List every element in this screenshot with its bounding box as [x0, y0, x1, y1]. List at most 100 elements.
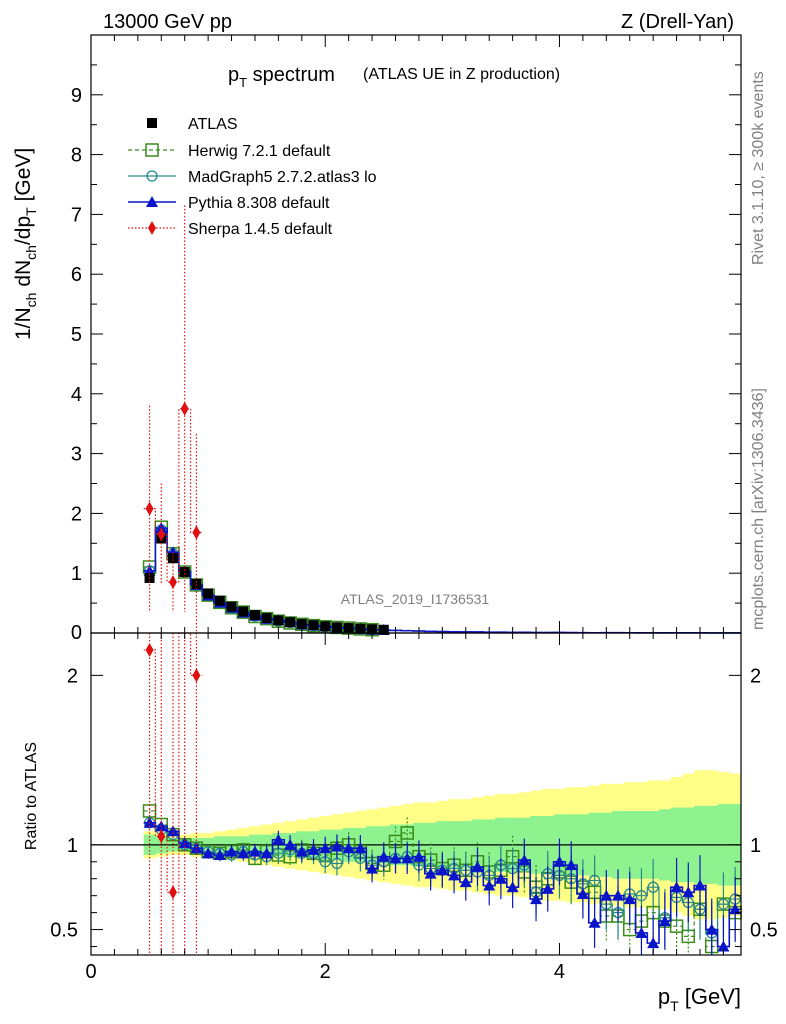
- ylabel-part-0: 1/N: [12, 307, 35, 340]
- main-atlas-point: [179, 567, 190, 578]
- main-ylabel: 1/Nch dNch/dpT [GeV]: [12, 148, 39, 340]
- ratio-pythia-point: [506, 881, 519, 893]
- ratio-pythia-point: [178, 837, 191, 849]
- ratio-pythia-point: [319, 842, 332, 854]
- ratio-pythia-point: [494, 872, 507, 884]
- ratio-pythia-point: [307, 843, 320, 855]
- ratio-pythia-point: [553, 855, 566, 867]
- legend-sherpa-label: Sherpa 1.4.5 default: [188, 221, 333, 238]
- ratio-sherpa-point: [157, 829, 166, 844]
- plot-subtitle: (ATLAS UE in Z production): [363, 66, 560, 83]
- legend-sherpa-marker: [148, 221, 156, 235]
- ratio-pythia-point: [284, 838, 297, 850]
- legend-madgraph-marker: [146, 170, 158, 182]
- main-atlas-point: [378, 624, 389, 635]
- header-right: Z (Drell-Yan): [621, 11, 734, 33]
- ratio-pythia-point: [424, 867, 437, 879]
- ratio-pythia-point: [260, 847, 273, 859]
- ratio-xtick-label: 2: [320, 961, 331, 983]
- ratio-pythia-point: [377, 850, 390, 862]
- ratio-xtick-label: 0: [85, 961, 96, 983]
- ratio-pythia-point: [694, 879, 707, 891]
- ratio-pythia-point: [612, 889, 625, 901]
- main-ytick-label: 4: [71, 384, 82, 406]
- main-pythia-line: [143, 527, 741, 634]
- ratio-madgraph-point: [588, 874, 601, 887]
- main-sherpa-point: [145, 501, 154, 516]
- rivet-version-text: Rivet 3.1.10, ≥ 300k events: [750, 71, 767, 265]
- ratio-madgraph-point: [635, 890, 648, 902]
- main-data-layer: [142, 205, 741, 637]
- ratio-pythia-point: [213, 849, 226, 861]
- ylabel-part-6: [GeV]: [12, 148, 35, 208]
- x-axis-label: pT [GeV]: [658, 984, 741, 1014]
- main-atlas-point: [331, 622, 342, 633]
- main-sherpa-point: [192, 525, 201, 540]
- main-atlas-point: [167, 553, 178, 564]
- ylabel-part-3: ch: [23, 245, 39, 260]
- ratio-pythia-point: [670, 881, 683, 893]
- ratio-pythia-point: [576, 887, 589, 899]
- analysis-watermark: ATLAS_2019_I1736531: [341, 591, 490, 607]
- ratio-ticks: 0.5 0.5 1 1 2 2 0 2 4: [50, 633, 778, 983]
- ratio-pythia-point: [342, 842, 355, 854]
- ratio-pythia-point: [436, 864, 449, 876]
- ratio-pythia-point: [354, 842, 367, 854]
- ratio-ytick-label-left: 2: [67, 665, 78, 687]
- legend-pythia-label: Pythia 8.308 default: [188, 195, 330, 212]
- ratio-pythia-point: [471, 860, 484, 872]
- ratio-pythia-point: [448, 869, 461, 881]
- ratio-sherpa-point: [145, 642, 154, 657]
- ratio-pythia-point: [401, 852, 414, 864]
- main-ytick-label: 0: [71, 622, 82, 644]
- ratio-pythia-point: [272, 833, 285, 845]
- ratio-ytick-label-right: 2: [750, 665, 761, 687]
- ratio-pythia-point: [518, 854, 531, 866]
- main-atlas-point: [238, 606, 249, 617]
- ratio-pythia-point: [237, 847, 250, 859]
- main-atlas-point: [285, 617, 296, 628]
- legend-herwig-marker: [145, 143, 159, 157]
- main-ytick-label: 9: [71, 85, 82, 107]
- xlabel-p: p: [658, 984, 670, 1009]
- main-ticks: 1 2 3 4 5 6 7 8 9 0: [71, 35, 741, 644]
- legend-herwig-label: Herwig 7.2.1 default: [188, 143, 331, 160]
- ratio-pythia-point: [166, 825, 179, 837]
- ratio-frame: [90, 632, 742, 956]
- ratio-pythia-point: [330, 840, 343, 852]
- ratio-pythia-point: [459, 876, 472, 888]
- ratio-herwig-point: [400, 826, 414, 840]
- main-atlas-point: [308, 620, 319, 631]
- ratio-pythia-point: [635, 926, 648, 938]
- main-sherpa-point: [180, 401, 189, 416]
- ratio-pythia-point: [389, 852, 402, 864]
- main-sherpa-point: [157, 527, 166, 542]
- ratio-pythia-point: [225, 845, 238, 857]
- plot-title: pT spectrum: [228, 64, 335, 90]
- plot-title-rest: spectrum: [247, 64, 335, 86]
- main-atlas-point: [355, 623, 366, 634]
- ratio-pythia-point: [682, 886, 695, 898]
- ratio-pythia-point: [717, 940, 730, 952]
- ratio-pythia-point: [412, 850, 425, 862]
- main-herwig-line: [143, 526, 741, 634]
- ratio-ytick-label-left: 1: [67, 835, 78, 857]
- ratio-pythia-point: [530, 893, 543, 905]
- ratio-pythia-point: [658, 915, 671, 927]
- ratio-ytick-label-right: 1: [750, 835, 761, 857]
- ratio-pythia-point: [202, 847, 215, 859]
- xlabel-rest: [GeV]: [679, 984, 741, 1009]
- ratio-sherpa-point: [168, 885, 177, 900]
- legend-pythia-marker: [146, 196, 158, 207]
- ratio-data-layer: [91, 632, 742, 955]
- main-ytick-label: 3: [71, 444, 82, 466]
- main-ytick-label: 2: [71, 503, 82, 525]
- ratio-pythia-point: [705, 923, 718, 935]
- main-sherpa-point: [168, 575, 177, 590]
- main-ytick-label: 8: [71, 145, 82, 167]
- legend-atlas-marker: [147, 118, 157, 128]
- ratio-pythia-point: [483, 879, 496, 891]
- main-ytick-label: 1: [71, 563, 82, 585]
